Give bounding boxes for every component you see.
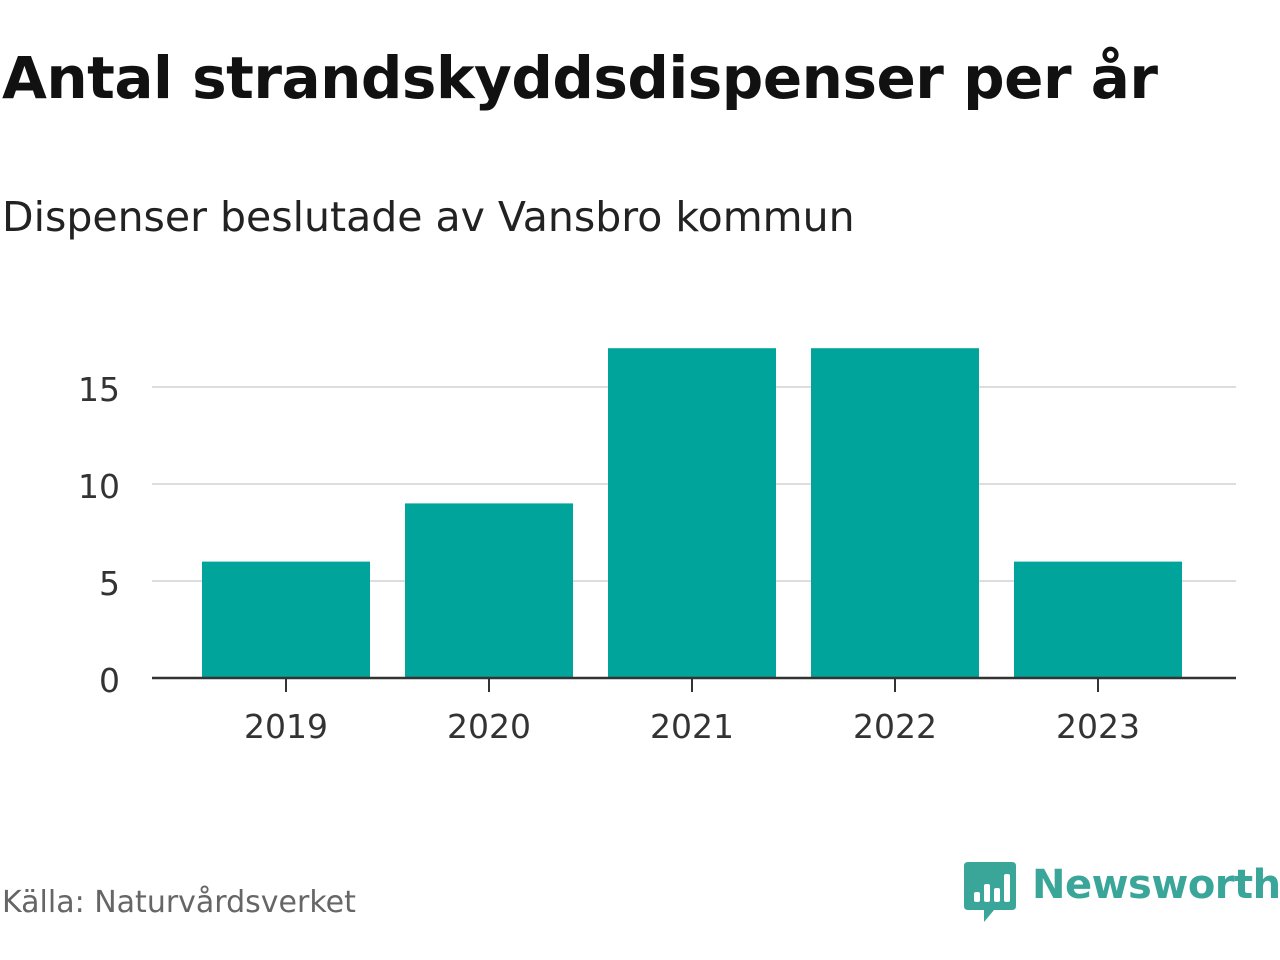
newsworthy-logo-icon [964,862,1016,924]
x-tick-label: 2021 [650,707,734,746]
y-tick-label: 5 [99,564,120,603]
x-tick-label: 2020 [447,707,531,746]
bar [202,562,370,678]
x-tick-label: 2023 [1056,707,1140,746]
y-tick-label: 10 [78,467,120,506]
brand-logo: Newsworthy [964,862,1280,924]
bar-chart: 0 5 10 15 2019 2020 2021 2022 2023 [0,0,1280,780]
bar [608,348,776,678]
bar [1014,562,1182,678]
y-tick-label: 0 [99,661,120,700]
bar [811,348,979,678]
source-note: Källa: Naturvårdsverket [2,885,356,920]
x-tick-label: 2019 [244,707,328,746]
brand-name: Newsworthy [1032,862,1280,908]
bar [405,503,573,678]
x-tick-label: 2022 [853,707,937,746]
y-tick-label: 15 [78,370,120,409]
